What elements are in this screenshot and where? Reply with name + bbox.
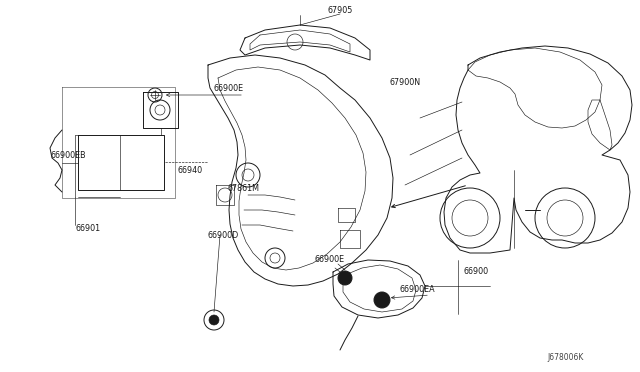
Text: 67905: 67905 <box>327 6 353 15</box>
Circle shape <box>374 292 390 308</box>
Circle shape <box>338 271 352 285</box>
Text: 66940: 66940 <box>178 166 203 174</box>
Text: 66900E: 66900E <box>213 83 243 93</box>
Text: 67900N: 67900N <box>390 77 421 87</box>
Text: 66900E: 66900E <box>315 256 345 264</box>
Text: J678006K: J678006K <box>547 353 584 362</box>
Text: 66900EA: 66900EA <box>400 285 436 295</box>
Text: 66900: 66900 <box>464 267 489 276</box>
Circle shape <box>209 315 219 325</box>
Text: 66900D: 66900D <box>208 231 239 240</box>
Text: 66900EB: 66900EB <box>50 151 86 160</box>
Text: 67861M: 67861M <box>228 183 260 192</box>
Text: 66901: 66901 <box>75 224 100 232</box>
